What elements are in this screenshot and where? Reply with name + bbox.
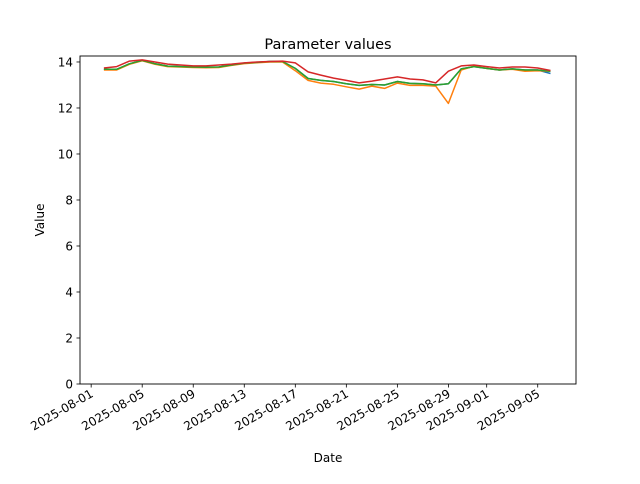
- x-axis-label: Date: [314, 451, 343, 465]
- y-axis-label: Value: [33, 204, 47, 237]
- y-tick-label: 4: [65, 285, 73, 299]
- series-line-2: [103, 59, 551, 87]
- y-tick-label: 14: [58, 55, 73, 69]
- series-line-1: [103, 60, 551, 105]
- plot-frame: [79, 55, 577, 385]
- y-tick-label: 8: [65, 193, 73, 207]
- y-tick-label: 2: [65, 331, 73, 345]
- y-tick-label: 12: [58, 101, 73, 115]
- y-tick-label: 6: [65, 239, 73, 253]
- series-line-3: [103, 59, 551, 84]
- y-tick-label: 10: [58, 147, 73, 161]
- y-tick-label: 0: [65, 378, 73, 392]
- chart-title: Parameter values: [264, 37, 391, 53]
